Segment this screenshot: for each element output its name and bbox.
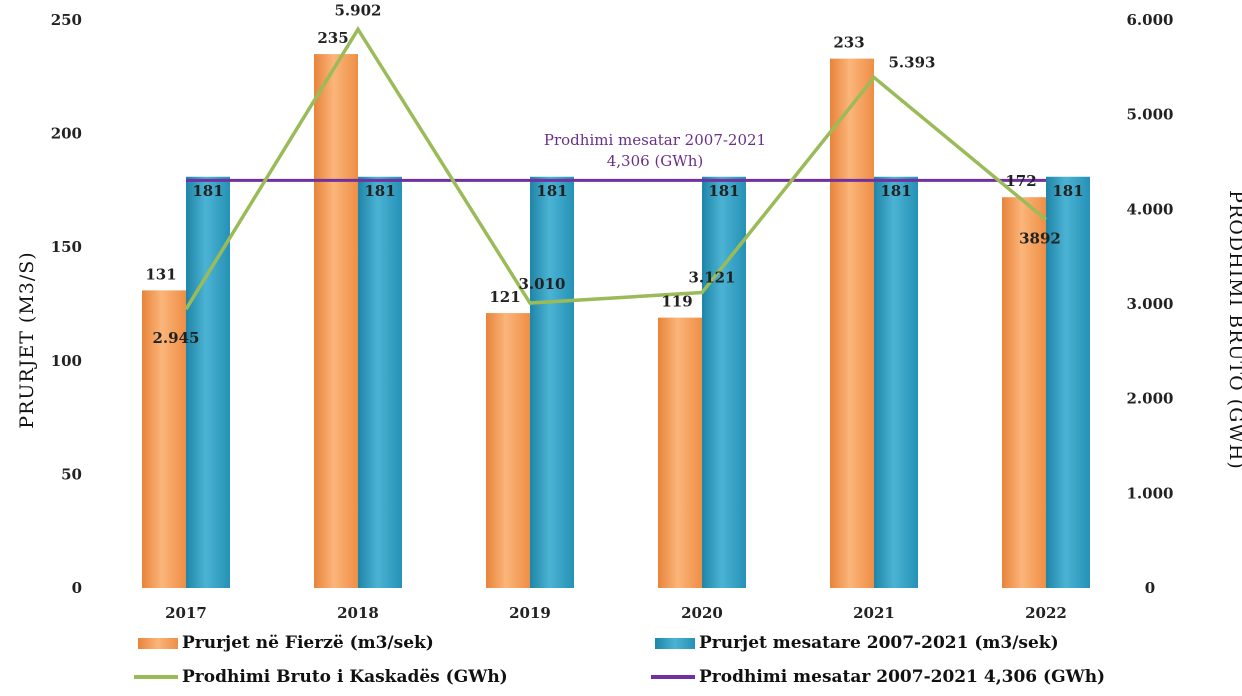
- data-label-fierze-2019: 121: [489, 288, 520, 306]
- right-tick-1.000: 1.000: [1127, 484, 1174, 502]
- bar-fierze-2021: [830, 58, 874, 588]
- bar-fierze-2018: [314, 54, 358, 588]
- right-tick-0: 0: [1145, 579, 1155, 597]
- legend-swatch-prodhimi-mesatar: [651, 675, 695, 679]
- data-label-prodhimi-bruto-2017: 2.945: [153, 329, 200, 347]
- data-label-prodhimi-bruto-2022: 3892: [1019, 230, 1061, 248]
- data-label-prodhimi-bruto-2018: 5.902: [335, 1, 382, 19]
- data-label-mesatare-2017: 181: [192, 182, 223, 200]
- average-annotation-line2: 4,306 (GWh): [607, 152, 703, 170]
- right-axis-title: PRODHIMI BRUTO (GWH): [1225, 190, 1242, 470]
- legend-swatch-mesatare: [655, 637, 695, 649]
- right-tick-4.000: 4.000: [1127, 200, 1174, 218]
- data-label-prodhimi-bruto-2020: 3.121: [689, 269, 736, 287]
- lines: [184, 25, 1048, 311]
- x-tick-2022: 2022: [1025, 604, 1067, 622]
- legend-label-mesatare: Prurjet mesatare 2007-2021 (m3/sek): [699, 633, 1059, 653]
- left-tick-100: 100: [51, 352, 82, 370]
- right-axis-ticks: 0 1.000 2.000 3.000 4.000 5.000 6.000: [1127, 11, 1174, 597]
- x-axis-ticks: 2017 2018 2019 2020 2021 2022: [165, 604, 1067, 622]
- data-label-fierze-2017: 131: [145, 265, 176, 283]
- legend-label-fierze: Prurjet në Fierzë (m3/sek): [182, 633, 434, 653]
- bar-mesatare-2019: [530, 176, 574, 588]
- bar-fierze-2020: [658, 317, 702, 588]
- legend-item-mesatare: Prurjet mesatare 2007-2021 (m3/sek): [655, 633, 1059, 653]
- x-tick-2019: 2019: [509, 604, 551, 622]
- right-tick-2.000: 2.000: [1127, 390, 1174, 408]
- data-label-fierze-2018: 235: [317, 29, 348, 47]
- data-label-fierze-2020: 119: [661, 293, 692, 311]
- bar-mesatare-2020: [702, 176, 746, 588]
- data-label-mesatare-2019: 181: [536, 182, 567, 200]
- bar-fierze-2019: [486, 313, 530, 588]
- bar-mesatare-2021: [874, 176, 918, 588]
- data-label-mesatare-2018: 181: [364, 182, 395, 200]
- data-labels: 131 181 235 181 121 181 119 181 233 181 172 181 2.94…: [145, 1, 1083, 347]
- legend-swatch-prodhimi-bruto: [134, 675, 178, 679]
- data-label-mesatare-2020: 181: [708, 182, 739, 200]
- legend-item-prodhimi-mesatar: Prodhimi mesatar 2007-2021 4,306 (GWh): [651, 667, 1105, 687]
- left-tick-50: 50: [61, 465, 82, 483]
- data-label-mesatare-2021: 181: [880, 182, 911, 200]
- data-label-prodhimi-bruto-2019: 3.010: [519, 275, 566, 293]
- bar-fierze-2017: [142, 290, 186, 588]
- legend-label-prodhimi-bruto: Prodhimi Bruto i Kaskadës (GWh): [182, 667, 508, 687]
- data-label-mesatare-2022: 181: [1052, 182, 1083, 200]
- data-label-prodhimi-bruto-2021: 5.393: [889, 53, 936, 71]
- legend-item-fierze: Prurjet në Fierzë (m3/sek): [138, 633, 434, 653]
- bar-mesatare-2022: [1046, 176, 1090, 588]
- x-tick-2021: 2021: [853, 604, 895, 622]
- x-tick-2020: 2020: [681, 604, 723, 622]
- legend-item-prodhimi-bruto: Prodhimi Bruto i Kaskadës (GWh): [134, 667, 508, 687]
- left-tick-250: 250: [51, 11, 82, 29]
- left-tick-0: 0: [72, 579, 82, 597]
- left-tick-200: 200: [51, 125, 82, 143]
- legend-label-prodhimi-mesatar: Prodhimi mesatar 2007-2021 4,306 (GWh): [699, 667, 1106, 687]
- chart: 0 50 100 150 200 250 0 1.000 2.000 3.000 4.000 5.0…: [16, 1, 1242, 622]
- bar-mesatare-2018: [358, 176, 402, 588]
- right-tick-5.000: 5.000: [1127, 106, 1174, 124]
- right-tick-3.000: 3.000: [1127, 295, 1174, 313]
- right-tick-6.000: 6.000: [1127, 11, 1174, 29]
- left-axis-ticks: 0 50 100 150 200 250: [51, 11, 82, 597]
- line-prodhimi-bruto: [184, 25, 1048, 311]
- x-tick-2018: 2018: [337, 604, 379, 622]
- x-tick-2017: 2017: [165, 604, 207, 622]
- bar-fierze-2022: [1002, 197, 1046, 588]
- left-tick-150: 150: [51, 238, 82, 256]
- data-label-fierze-2021: 233: [833, 34, 864, 52]
- left-axis-title: PRURJET (M3/S): [16, 251, 38, 428]
- bar-mesatare-2017: [186, 176, 230, 588]
- bars: [142, 54, 1090, 588]
- legend-swatch-fierze: [138, 637, 178, 649]
- average-annotation-line1: Prodhimi mesatar 2007-2021: [544, 131, 766, 149]
- data-label-fierze-2022: 172: [1005, 172, 1036, 190]
